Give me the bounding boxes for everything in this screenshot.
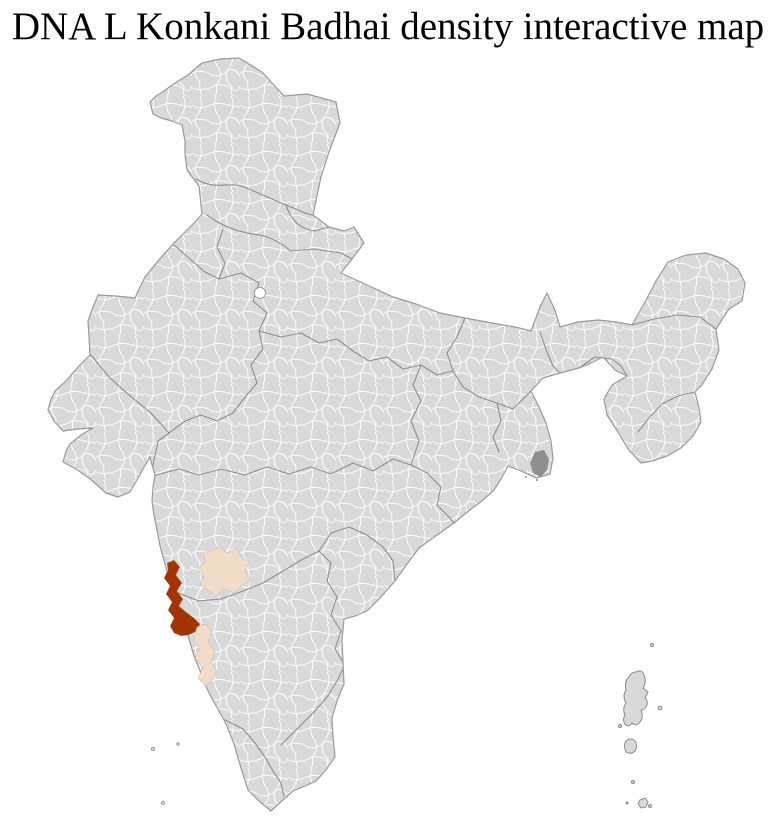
enclave-district[interactable] [253,287,266,299]
district-mesh-overlay [48,58,745,811]
region-inland-western-district-low[interactable] [197,546,251,597]
andaman-nicobar-islands[interactable] [618,643,663,809]
page-title: DNA L Konkani Badhai density interactive… [11,5,765,48]
lakshadweep-islands[interactable] [150,742,180,805]
delta-dense-patch [525,450,549,481]
region-southern-coastal-district-low[interactable] [192,623,218,687]
region-konkan-coastal-strip-high[interactable] [163,559,201,637]
